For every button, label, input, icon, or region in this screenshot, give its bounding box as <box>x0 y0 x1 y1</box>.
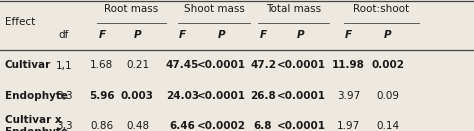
Text: <0.0001: <0.0001 <box>197 91 246 101</box>
Text: Root mass: Root mass <box>104 4 159 14</box>
Text: 0.14: 0.14 <box>376 121 399 131</box>
Text: F: F <box>259 30 267 40</box>
Text: Root:shoot: Root:shoot <box>353 4 409 14</box>
Text: 1,1: 1,1 <box>55 61 73 70</box>
Text: df: df <box>59 30 69 40</box>
Text: Cultivar x
Endophyte: Cultivar x Endophyte <box>5 115 68 131</box>
Text: 6.8: 6.8 <box>254 121 273 131</box>
Text: P: P <box>134 30 141 40</box>
Text: 0.21: 0.21 <box>126 61 149 70</box>
Text: <0.0001: <0.0001 <box>276 91 326 101</box>
Text: 1.97: 1.97 <box>337 121 360 131</box>
Text: 0.86: 0.86 <box>91 121 113 131</box>
Text: 26.8: 26.8 <box>250 91 276 101</box>
Text: <0.0001: <0.0001 <box>276 121 326 131</box>
Text: P: P <box>218 30 226 40</box>
Text: F: F <box>98 30 106 40</box>
Text: P: P <box>297 30 305 40</box>
Text: F: F <box>179 30 186 40</box>
Text: 5.96: 5.96 <box>89 91 115 101</box>
Text: <0.0001: <0.0001 <box>276 61 326 70</box>
Text: Total mass: Total mass <box>266 4 321 14</box>
Text: 0.003: 0.003 <box>121 91 154 101</box>
Text: 0.09: 0.09 <box>376 91 399 101</box>
Text: Cultivar: Cultivar <box>5 61 51 70</box>
Text: 24.03: 24.03 <box>166 91 199 101</box>
Text: 47.45: 47.45 <box>166 61 199 70</box>
Text: Effect: Effect <box>5 17 35 27</box>
Text: 47.2: 47.2 <box>250 61 276 70</box>
Text: Shoot mass: Shoot mass <box>183 4 245 14</box>
Text: 3.97: 3.97 <box>337 91 360 101</box>
Text: 3,3: 3,3 <box>55 121 73 131</box>
Text: 6.46: 6.46 <box>170 121 195 131</box>
Text: <0.0001: <0.0001 <box>197 61 246 70</box>
Text: 0.48: 0.48 <box>126 121 149 131</box>
Text: <0.0002: <0.0002 <box>197 121 246 131</box>
Text: Endophyte: Endophyte <box>5 91 68 101</box>
Text: 0.002: 0.002 <box>371 61 404 70</box>
Text: F: F <box>345 30 352 40</box>
Text: 3,3: 3,3 <box>55 91 73 101</box>
Text: P: P <box>384 30 392 40</box>
Text: 1.68: 1.68 <box>90 61 114 70</box>
Text: 11.98: 11.98 <box>332 61 365 70</box>
